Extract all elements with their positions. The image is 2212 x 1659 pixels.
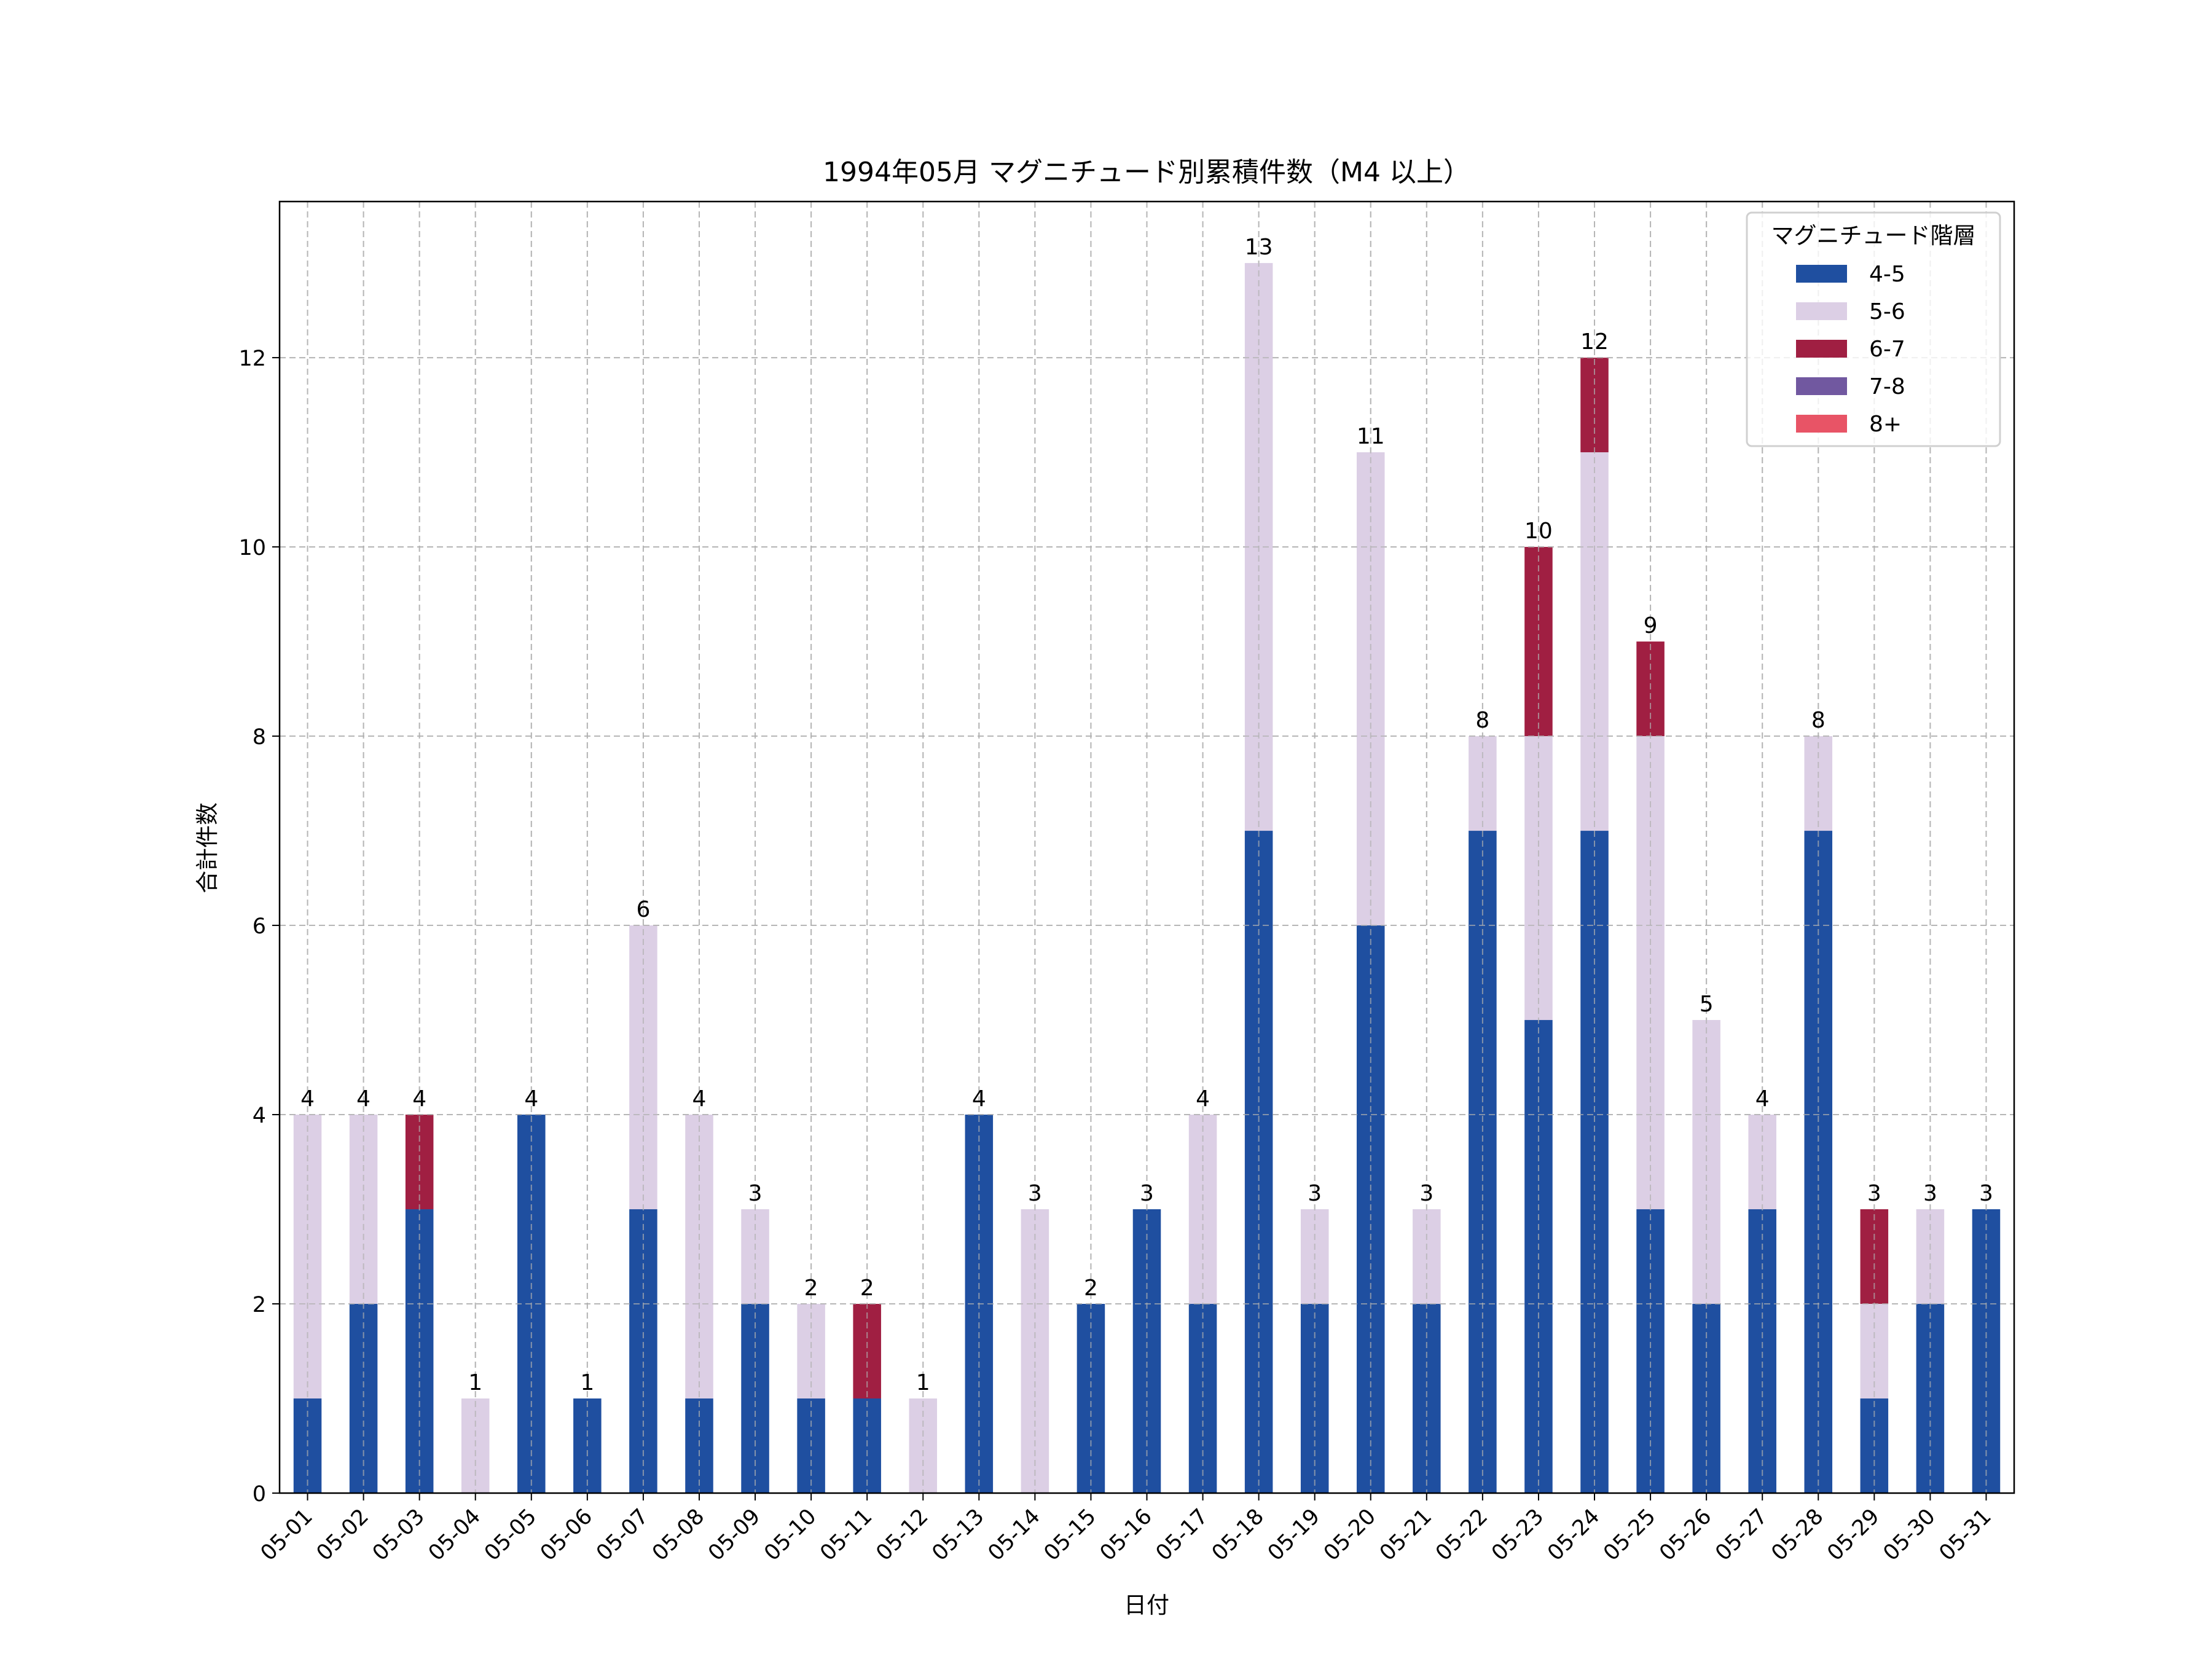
bar-total-label: 5 <box>1700 992 1714 1017</box>
bar-segment-5-6 <box>1524 736 1553 1021</box>
bar-total-label: 3 <box>1308 1181 1322 1206</box>
bar-total-label: 4 <box>1755 1086 1770 1112</box>
bar-total-label: 13 <box>1245 235 1273 260</box>
bar-total-label: 4 <box>692 1086 707 1112</box>
y-tick-label: 4 <box>253 1104 266 1128</box>
legend-label: 7-8 <box>1869 374 1905 399</box>
legend-swatch-8plus <box>1796 415 1847 433</box>
bar-total-label: 4 <box>524 1086 538 1112</box>
bar-total-label: 3 <box>1419 1181 1433 1206</box>
bar-total-label: 1 <box>468 1370 482 1395</box>
bar-total-label: 2 <box>860 1276 874 1301</box>
bar-total-label: 3 <box>1140 1181 1154 1206</box>
grid-overlay <box>280 202 2014 1494</box>
y-tick-label: 2 <box>253 1293 266 1317</box>
legend-swatch-4-5 <box>1796 265 1847 283</box>
bar-total-label: 3 <box>1979 1181 1993 1206</box>
bar-total-label: 1 <box>580 1370 594 1395</box>
y-tick-label: 8 <box>253 725 266 750</box>
y-tick-label: 10 <box>238 536 266 560</box>
bar-total-label: 2 <box>1084 1276 1098 1301</box>
legend-label: 5-6 <box>1869 299 1905 324</box>
bar-total-label: 9 <box>1644 613 1658 638</box>
y-axis-label: 合計件数 <box>194 802 221 893</box>
bar-total-label: 4 <box>972 1086 986 1112</box>
y-tick-label: 0 <box>253 1482 266 1507</box>
bar-total-label: 6 <box>636 897 650 922</box>
bar-total-label: 3 <box>748 1181 763 1206</box>
chart-title: 1994年05月 マグニチュード別累積件数（M4 以上） <box>823 157 1470 188</box>
y-tick-label: 6 <box>253 914 266 939</box>
bar-total-label: 12 <box>1580 329 1609 355</box>
bar-total-label: 2 <box>804 1276 818 1301</box>
bar-total-label: 1 <box>916 1370 930 1395</box>
bar-total-label: 3 <box>1028 1181 1042 1206</box>
x-axis-label: 日付 <box>1124 1592 1169 1618</box>
bar-total-label: 4 <box>356 1086 371 1112</box>
legend-label: 6-7 <box>1869 337 1905 362</box>
legend-swatch-6-7 <box>1796 340 1847 358</box>
legend: マグニチュード階層 4-5 5-6 6-7 7-8 8+ <box>1746 211 2001 447</box>
y-tick-label: 12 <box>238 347 266 371</box>
bar-total-label: 3 <box>1923 1181 1937 1206</box>
bar-total-label: 10 <box>1524 519 1553 544</box>
bar-total-label: 4 <box>300 1086 315 1112</box>
bar-total-label: 8 <box>1475 708 1489 733</box>
legend-label: 8+ <box>1869 412 1902 437</box>
bar-total-label: 11 <box>1357 424 1385 449</box>
legend-swatch-5-6 <box>1796 302 1847 320</box>
bar-total-labels: 4 4 4 1 4 1 6 4 3 2 2 1 4 3 2 3 4 13 3 11 3 8 10 12 9 5 4 8 3 3 3 <box>300 235 1993 1395</box>
bar-total-label: 4 <box>1196 1086 1210 1112</box>
bar-total-label: 3 <box>1867 1181 1881 1206</box>
legend-label: 4-5 <box>1869 262 1905 287</box>
legend-title: マグニチュード階層 <box>1771 222 1976 249</box>
bar-total-label: 4 <box>412 1086 426 1112</box>
bar-total-label: 8 <box>1811 708 1826 733</box>
legend-swatch-7-8 <box>1796 377 1847 395</box>
